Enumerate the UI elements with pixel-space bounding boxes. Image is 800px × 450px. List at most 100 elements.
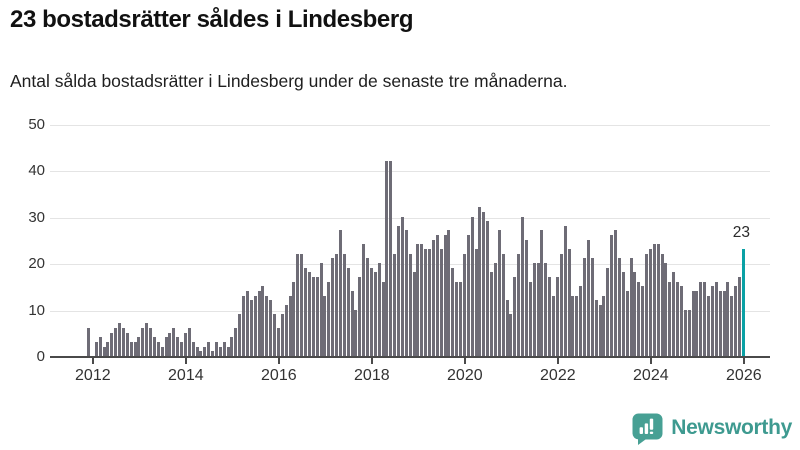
bar (149, 328, 153, 356)
bar (517, 253, 521, 356)
bar (652, 244, 656, 356)
value-annotation: 23 (732, 224, 751, 242)
chart-subtitle: Antal sålda bostadsrätter i Lindesberg u… (10, 71, 568, 91)
bar (583, 258, 587, 356)
y-axis-label: 30 (28, 208, 45, 226)
bar (195, 346, 199, 356)
bar (451, 267, 455, 356)
gridline (50, 124, 770, 126)
bar (614, 230, 618, 356)
bar (621, 272, 625, 356)
bar (637, 281, 641, 356)
bar (145, 323, 149, 356)
bar (311, 276, 315, 356)
bar (385, 160, 389, 356)
bar (369, 267, 373, 356)
bar (501, 253, 505, 356)
bar (261, 286, 265, 356)
bar (300, 253, 304, 356)
bar (734, 286, 738, 356)
bar (420, 244, 424, 356)
bar (486, 221, 490, 356)
bar (695, 290, 699, 356)
bar (350, 290, 354, 356)
newsworthy-wordmark: Newsworthy (671, 416, 792, 439)
bar (676, 281, 680, 356)
bar (106, 342, 110, 356)
bar (121, 328, 125, 356)
bar (129, 342, 133, 356)
bar (668, 281, 672, 356)
x-axis-label: 2016 (261, 367, 297, 384)
bar (672, 272, 676, 356)
x-axis-label: 2026 (726, 367, 762, 384)
y-axis-label: 0 (36, 348, 45, 365)
x-axis-line (50, 356, 770, 358)
bar (431, 239, 435, 356)
bar (435, 235, 439, 356)
bar (590, 258, 594, 356)
bar (273, 314, 277, 356)
bar (726, 281, 730, 356)
x-tick (649, 358, 652, 364)
bar (552, 295, 556, 356)
bar (125, 332, 129, 356)
bar (319, 263, 323, 356)
y-axis-label: 40 (28, 162, 45, 179)
bar (602, 295, 606, 356)
bar (238, 314, 242, 356)
bar (98, 337, 102, 356)
bar (110, 332, 114, 356)
bar (521, 216, 525, 356)
bar (544, 263, 548, 356)
bar (245, 290, 249, 356)
bar (160, 346, 164, 356)
bar (610, 235, 614, 356)
y-axis-label: 50 (28, 115, 45, 133)
bar (567, 249, 571, 356)
bar (249, 300, 253, 356)
bar (257, 290, 261, 356)
bar (230, 337, 234, 356)
bar (633, 272, 637, 356)
bar (606, 267, 610, 356)
bar (102, 346, 106, 356)
bar (156, 342, 160, 356)
bar (710, 286, 714, 356)
bar (358, 276, 362, 356)
bar (625, 290, 629, 356)
bar (397, 225, 401, 356)
bar (191, 342, 195, 356)
chart-title: 23 bostadsrätter såldes i Lindesberg (10, 6, 414, 33)
bar (687, 309, 691, 356)
bar (536, 263, 540, 356)
bar (439, 249, 443, 356)
x-tick (277, 358, 280, 364)
bar (226, 346, 230, 356)
bar (292, 281, 296, 356)
bar (87, 328, 91, 356)
bar (459, 281, 463, 356)
x-tick (556, 358, 559, 364)
bar (276, 328, 280, 356)
bar (133, 342, 137, 356)
bar (617, 258, 621, 356)
bar (381, 281, 385, 356)
bar (722, 290, 726, 356)
bar (114, 328, 118, 356)
bar (559, 253, 563, 356)
bar (563, 225, 567, 356)
gridline (50, 217, 770, 219)
bar (373, 272, 377, 356)
bar (594, 300, 598, 356)
x-axis-label: 2024 (633, 367, 669, 384)
bar (579, 286, 583, 356)
bar (176, 337, 180, 356)
bar (505, 300, 509, 356)
x-tick (184, 358, 187, 364)
bar (346, 267, 350, 356)
bar (152, 337, 156, 356)
bar (207, 342, 211, 356)
bar (645, 253, 649, 356)
x-tick (742, 358, 745, 364)
